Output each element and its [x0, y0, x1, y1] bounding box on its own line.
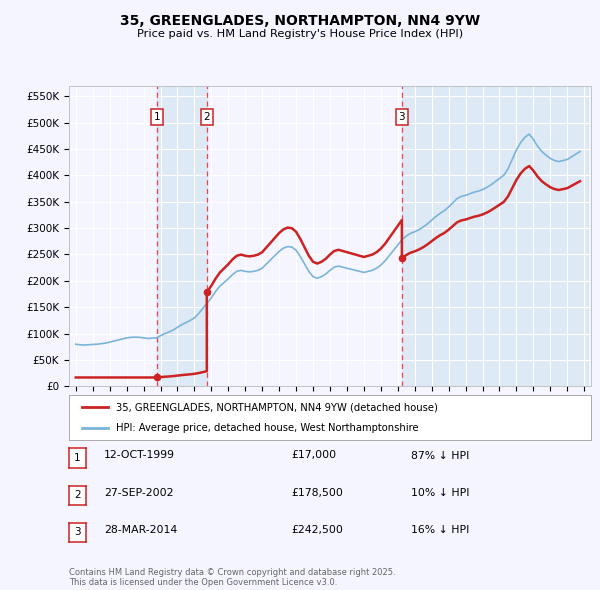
Text: Price paid vs. HM Land Registry's House Price Index (HPI): Price paid vs. HM Land Registry's House …	[137, 30, 463, 39]
Text: 12-OCT-1999: 12-OCT-1999	[104, 451, 175, 460]
Text: 16% ↓ HPI: 16% ↓ HPI	[411, 525, 469, 535]
Text: 1: 1	[74, 453, 81, 463]
Text: 2: 2	[74, 490, 81, 500]
Text: £17,000: £17,000	[291, 451, 336, 460]
Text: 35, GREENGLADES, NORTHAMPTON, NN4 9YW: 35, GREENGLADES, NORTHAMPTON, NN4 9YW	[120, 14, 480, 28]
Text: 10% ↓ HPI: 10% ↓ HPI	[411, 488, 469, 497]
Text: 35, GREENGLADES, NORTHAMPTON, NN4 9YW (detached house): 35, GREENGLADES, NORTHAMPTON, NN4 9YW (d…	[116, 402, 438, 412]
Text: Contains HM Land Registry data © Crown copyright and database right 2025.
This d: Contains HM Land Registry data © Crown c…	[69, 568, 395, 587]
Bar	[157, 86, 207, 386]
Text: £242,500: £242,500	[291, 525, 343, 535]
Text: 1: 1	[154, 112, 160, 122]
Text: 28-MAR-2014: 28-MAR-2014	[104, 525, 177, 535]
Text: HPI: Average price, detached house, West Northamptonshire: HPI: Average price, detached house, West…	[116, 422, 419, 432]
Text: 27-SEP-2002: 27-SEP-2002	[104, 488, 173, 497]
Text: 87% ↓ HPI: 87% ↓ HPI	[411, 451, 469, 460]
Text: £178,500: £178,500	[291, 488, 343, 497]
Text: 2: 2	[203, 112, 210, 122]
Bar	[402, 86, 587, 386]
Text: 3: 3	[74, 527, 81, 537]
Text: 3: 3	[398, 112, 405, 122]
